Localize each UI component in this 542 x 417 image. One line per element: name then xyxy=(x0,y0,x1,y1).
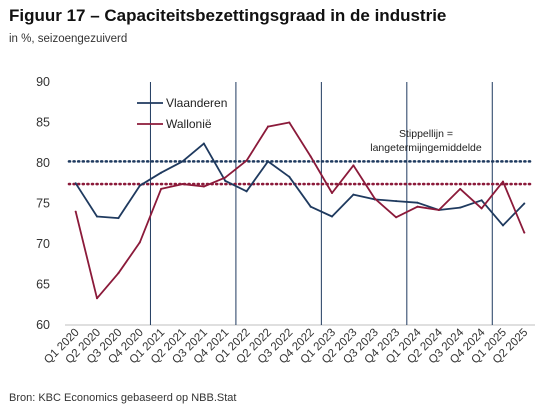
data-point xyxy=(245,159,248,162)
annotation-text: langetermijngemiddelde xyxy=(370,142,482,154)
data-point xyxy=(138,241,141,244)
legend-label: Wallonië xyxy=(166,117,212,131)
y-tick-label: 75 xyxy=(36,197,50,211)
data-point xyxy=(138,184,141,187)
data-point xyxy=(202,142,205,145)
data-point xyxy=(96,215,99,218)
series-line-walloni xyxy=(74,121,526,300)
data-point xyxy=(459,187,462,190)
data-point xyxy=(224,176,227,179)
data-point xyxy=(181,183,184,186)
data-point xyxy=(117,272,120,275)
data-point xyxy=(523,202,526,205)
data-point xyxy=(395,200,398,203)
data-point xyxy=(459,206,462,209)
data-point xyxy=(266,160,269,163)
chart-subtitle: in %, seizoengezuiverd xyxy=(9,33,128,45)
y-tick-label: 65 xyxy=(36,278,50,292)
data-point xyxy=(416,205,419,208)
chart-title: Figuur 17 – Capaciteitsbezettingsgraad i… xyxy=(9,6,447,25)
data-point xyxy=(395,216,398,219)
source-note: Bron: KBC Economics gebaseerd op NBB.Sta… xyxy=(9,392,237,404)
data-point xyxy=(74,182,77,185)
series-line-vlaanderen xyxy=(74,142,525,227)
y-tick-label: 70 xyxy=(36,237,50,251)
data-point xyxy=(266,125,269,128)
data-point xyxy=(160,187,163,190)
data-point xyxy=(501,224,504,227)
annotation-text: Stippellijn = xyxy=(399,128,453,140)
data-point xyxy=(331,191,334,194)
y-tick-label: 60 xyxy=(36,318,50,332)
data-point xyxy=(309,155,312,158)
data-point xyxy=(331,215,334,218)
data-point xyxy=(245,190,248,193)
data-point xyxy=(74,210,77,213)
data-point xyxy=(96,297,99,300)
y-tick-label: 85 xyxy=(36,116,50,130)
data-point xyxy=(437,208,440,211)
data-point xyxy=(309,205,312,208)
data-point xyxy=(117,217,120,220)
legend-label: Vlaanderen xyxy=(166,96,227,110)
y-tick-label: 90 xyxy=(36,75,50,89)
data-point xyxy=(181,160,184,163)
data-point xyxy=(373,197,376,200)
data-point xyxy=(501,180,504,183)
data-point xyxy=(480,207,483,210)
data-point xyxy=(288,175,291,178)
data-point xyxy=(202,185,205,188)
data-point xyxy=(352,164,355,167)
data-point xyxy=(523,231,526,234)
data-point xyxy=(288,121,291,124)
data-point xyxy=(224,179,227,182)
data-point xyxy=(352,193,355,196)
data-point xyxy=(416,201,419,204)
data-point xyxy=(480,199,483,202)
y-tick-label: 80 xyxy=(36,156,50,170)
data-point xyxy=(160,171,163,174)
